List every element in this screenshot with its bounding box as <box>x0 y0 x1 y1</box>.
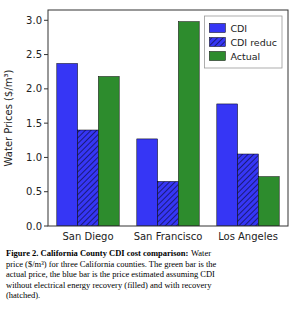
chart: 0.0 0.5 1.0 1.5 2.0 2.5 3.0 Water Prices ($/m³)… <box>0 0 296 321</box>
y-tick-label: 0.5 <box>26 186 42 197</box>
caption: Figure 2. California County CDI cost com… <box>6 248 217 300</box>
bars <box>57 22 279 226</box>
x-axis: San Diego San Francisco Los Angeles <box>62 231 277 242</box>
y-tick <box>44 20 48 21</box>
y-tick-label: 0.0 <box>26 221 42 232</box>
legend-label: Actual <box>230 51 260 62</box>
y-tick-label: 2.0 <box>26 83 42 94</box>
bar <box>238 154 259 226</box>
bar <box>57 63 78 226</box>
y-axis-label: Water Prices ($/m³) <box>3 70 14 167</box>
legend-label: CDI <box>230 23 247 34</box>
bar <box>137 139 158 226</box>
bar <box>258 177 279 226</box>
y-tick <box>44 54 48 55</box>
bar <box>178 22 199 226</box>
y-tick <box>44 226 48 227</box>
y-axis: 0.0 0.5 1.0 1.5 2.0 2.5 3.0 <box>26 15 48 232</box>
bar <box>98 77 119 226</box>
y-tick <box>44 191 48 192</box>
bar <box>217 104 238 226</box>
legend-swatch <box>209 38 225 47</box>
caption-title: Figure 2. California County CDI cost com… <box>6 248 189 258</box>
y-tick <box>44 123 48 124</box>
y-tick <box>44 88 48 89</box>
y-tick <box>44 157 48 158</box>
y-tick-label: 2.5 <box>26 49 42 60</box>
x-tick-label: San Francisco <box>134 231 203 242</box>
legend-label: CDI reduc <box>230 37 277 48</box>
y-tick-label: 3.0 <box>26 15 42 26</box>
bar <box>158 181 179 226</box>
legend: CDI CDI reduc Actual <box>204 16 282 68</box>
legend-swatch <box>209 24 225 33</box>
legend-swatch <box>209 52 225 61</box>
x-tick-label: San Diego <box>62 231 113 242</box>
y-tick-label: 1.5 <box>26 118 42 129</box>
x-tick-label: Los Angeles <box>218 231 278 242</box>
y-tick-label: 1.0 <box>26 152 42 163</box>
caption-text: Waterprice ($/m³) for three California c… <box>6 248 217 300</box>
plot-frame <box>48 10 288 226</box>
bar <box>78 130 99 226</box>
legend-box <box>204 16 282 68</box>
